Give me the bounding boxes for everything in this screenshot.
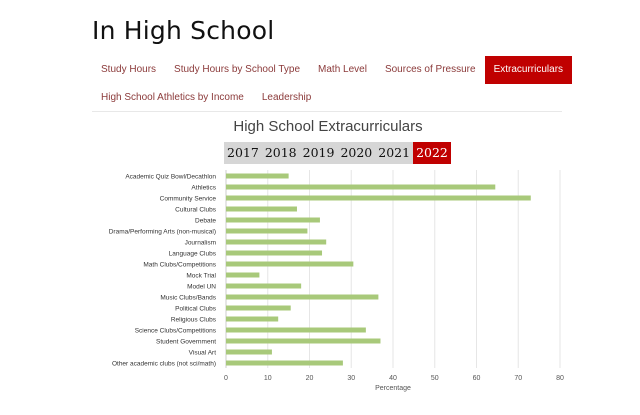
- bar: [226, 349, 272, 355]
- tab-sources-of-pressure[interactable]: Sources of Pressure: [384, 64, 476, 75]
- bar: [226, 305, 291, 311]
- year-selector: 2017 2018 2019 2020 2021 2022: [224, 142, 451, 164]
- tab-divider: [92, 111, 562, 112]
- tab-study-hours-by-school-type[interactable]: Study Hours by School Type: [174, 64, 301, 75]
- year-button-2021[interactable]: 2021: [378, 145, 411, 160]
- bar: [226, 338, 381, 344]
- x-tick-label: 60: [473, 375, 481, 382]
- category-label: Visual Art: [189, 349, 217, 356]
- x-tick-label: 10: [264, 375, 272, 382]
- x-tick-label: 40: [389, 375, 397, 382]
- category-label: Journalism: [185, 239, 216, 246]
- bar: [226, 316, 279, 322]
- tab-math-level[interactable]: Math Level: [318, 64, 367, 75]
- bar: [226, 261, 354, 267]
- category-label: Other academic clubs (not sci/math): [112, 360, 216, 367]
- category-label: Religious Clubs: [171, 316, 217, 323]
- x-axis-title: Percentage: [375, 385, 411, 392]
- category-label: Science Clubs/Competitions: [135, 327, 217, 334]
- tab-study-hours[interactable]: Study Hours: [101, 64, 157, 75]
- category-label: Language Clubs: [169, 250, 217, 257]
- bar: [226, 173, 289, 179]
- category-label: Political Clubs: [175, 305, 217, 312]
- year-button-2017[interactable]: 2017: [227, 145, 259, 160]
- category-label: Math Clubs/Competitions: [143, 261, 216, 268]
- category-label: Athletics: [191, 184, 216, 191]
- bar: [226, 206, 297, 212]
- category-label: Drama/Performing Arts (non-musical): [109, 228, 216, 235]
- tab-extracurriculars[interactable]: Extracurriculars: [484, 56, 573, 84]
- year-button-2018[interactable]: 2018: [264, 145, 297, 160]
- year-button-2022[interactable]: 2022: [413, 142, 451, 164]
- tab-athletics-by-income[interactable]: High School Athletics by Income: [101, 92, 244, 103]
- category-label: Debate: [195, 217, 216, 224]
- bar: [226, 360, 343, 366]
- tab-bar: Study Hours Study Hours by School Type M…: [92, 56, 573, 84]
- category-label: Model UN: [187, 283, 216, 290]
- page-title: In High School: [92, 16, 275, 45]
- chart-title: High School Extracurriculars: [233, 118, 423, 135]
- category-label: Community Service: [160, 195, 217, 202]
- tab-leadership[interactable]: Leadership: [261, 92, 312, 103]
- category-label: Student Government: [156, 338, 216, 345]
- x-tick-label: 20: [306, 375, 314, 382]
- year-button-2020[interactable]: 2020: [340, 145, 373, 160]
- bar: [226, 228, 308, 234]
- tab-bar-row-2: High School Athletics by Income Leadersh…: [92, 84, 320, 112]
- bar: [226, 272, 260, 278]
- bar: [226, 294, 379, 300]
- bar: [226, 239, 327, 245]
- category-label: Academic Quiz Bowl/Decathlon: [125, 173, 216, 180]
- category-label: Mock Trial: [186, 272, 216, 279]
- bar: [226, 283, 302, 289]
- year-button-2019[interactable]: 2019: [302, 145, 335, 160]
- category-label: Music Clubs/Bands: [160, 294, 216, 301]
- x-tick-label: 0: [224, 375, 228, 382]
- bar: [226, 195, 531, 201]
- bar: [226, 217, 320, 223]
- x-tick-label: 50: [431, 375, 439, 382]
- category-label: Cultural Clubs: [175, 206, 217, 213]
- bar: [226, 250, 323, 256]
- x-tick-label: 80: [556, 375, 564, 382]
- x-tick-label: 70: [514, 375, 522, 382]
- bar: [226, 327, 366, 333]
- x-tick-label: 30: [347, 375, 355, 382]
- bar: [226, 184, 496, 190]
